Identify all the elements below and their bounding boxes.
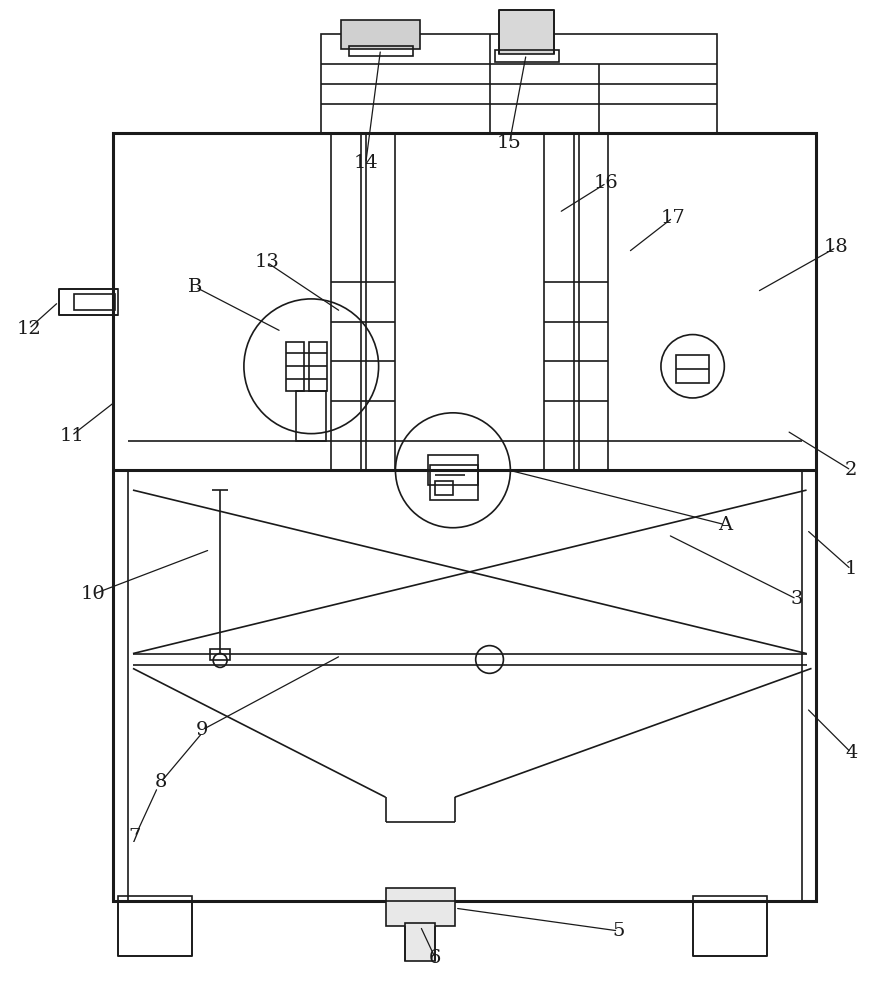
Bar [113,133,815,901]
Bar [692,896,766,956]
Text: 5: 5 [611,922,624,940]
Text: 2: 2 [844,461,857,479]
Bar [494,50,558,62]
Bar [210,649,229,660]
Text: 12: 12 [17,320,42,338]
Bar [428,455,478,485]
Bar [435,481,453,495]
Bar [58,289,118,315]
Bar [74,294,115,310]
Text: 1: 1 [844,560,857,578]
Bar [675,355,709,383]
Bar [286,342,304,391]
Text: 15: 15 [496,134,521,152]
Bar [128,470,801,901]
Bar [430,465,478,500]
Text: 16: 16 [594,174,618,192]
Text: 3: 3 [789,590,802,608]
Bar [365,133,395,470]
Text: 10: 10 [81,585,105,603]
Bar [296,391,326,441]
Text: 8: 8 [154,773,167,791]
Text: 17: 17 [660,209,684,227]
Text: 18: 18 [823,238,848,256]
Text: A: A [718,516,732,534]
Bar [309,342,327,391]
Bar [321,34,717,133]
Text: 11: 11 [59,427,84,445]
Text: 14: 14 [353,154,377,172]
Text: 13: 13 [254,253,279,271]
Text: B: B [188,278,202,296]
Bar [330,133,361,470]
Text: 4: 4 [844,744,857,762]
Bar [499,10,554,54]
Bar [118,896,192,956]
Text: 7: 7 [128,828,141,846]
Bar [385,888,455,926]
Bar [340,20,420,49]
Bar [405,923,435,961]
Bar [578,133,608,470]
Bar [348,46,413,56]
Bar [543,133,573,470]
Text: 6: 6 [429,949,440,967]
Text: 9: 9 [196,721,208,739]
